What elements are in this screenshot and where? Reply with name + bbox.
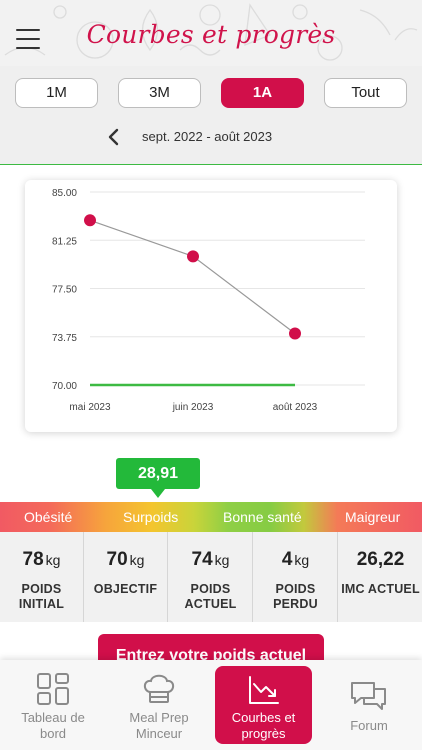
stat-value: 78 bbox=[22, 549, 44, 570]
data-point bbox=[187, 250, 199, 263]
weight-chart: 85.00 81.25 77.50 73.75 70.00 mai 2023 juin 20… bbox=[52, 188, 365, 413]
y-tick-label: 70.00 bbox=[52, 381, 77, 392]
range-tab-3m[interactable]: 3M bbox=[118, 78, 201, 108]
range-tab-1a[interactable]: 1A bbox=[221, 78, 304, 108]
bmi-label-obesite: Obésité bbox=[24, 509, 73, 525]
x-tick-label: juin 2023 bbox=[172, 402, 214, 413]
series-line bbox=[89, 219, 296, 335]
stat-value: 74 bbox=[191, 549, 213, 570]
food-doodle-background bbox=[4, 3, 418, 61]
period-navigator: sept. 2022 - août 2023 bbox=[0, 126, 422, 148]
stat-label: POIDS PERDU bbox=[273, 582, 318, 611]
data-point bbox=[84, 214, 96, 227]
range-selector: 1M 3M 1A Tout bbox=[0, 78, 422, 108]
stat-unit: kg bbox=[129, 552, 145, 568]
stat-label: POIDS ACTUEL bbox=[184, 582, 237, 611]
stat-unit: kg bbox=[45, 552, 61, 568]
bmi-scale: Obésité Surpoids Bonne santé Maigreur bbox=[0, 502, 422, 532]
weight-stats: 78 kg POIDS INITIAL 70 kg OBJECTIF 74 kg PO… bbox=[0, 532, 422, 622]
bottom-nav: Tableau de bord Meal Prep Minceur Courbe… bbox=[0, 660, 422, 750]
imc-badge-pointer bbox=[151, 489, 165, 498]
x-tick-label: mai 2023 bbox=[69, 402, 111, 413]
stat-poids-initial: 78 kg POIDS INITIAL bbox=[0, 532, 84, 622]
grid-icon bbox=[37, 673, 69, 705]
stat-poids-actuel: 74 kg POIDS ACTUEL bbox=[169, 532, 253, 622]
stat-unit: kg bbox=[294, 552, 310, 568]
chevron-left-icon[interactable] bbox=[106, 128, 122, 146]
nav-meal-prep[interactable]: Meal Prep Minceur bbox=[112, 660, 206, 750]
range-tab-tout[interactable]: Tout bbox=[324, 78, 407, 108]
stat-label: POIDS INITIAL bbox=[18, 582, 65, 611]
x-tick-label: août 2023 bbox=[273, 402, 318, 413]
chat-icon bbox=[351, 682, 386, 710]
period-label: sept. 2022 - août 2023 bbox=[142, 129, 273, 144]
bmi-label-surpoids: Surpoids bbox=[123, 509, 179, 525]
nav-label: Meal Prep Minceur bbox=[129, 710, 189, 741]
stat-value: 4 bbox=[281, 549, 293, 570]
data-point bbox=[289, 327, 301, 340]
nav-label: Forum bbox=[350, 718, 388, 733]
nav-label: Tableau de bord bbox=[21, 710, 85, 741]
imc-badge: 28,91 bbox=[116, 458, 200, 489]
y-tick-label: 81.25 bbox=[52, 236, 77, 247]
y-tick-label: 77.50 bbox=[52, 285, 77, 296]
y-tick-label: 85.00 bbox=[52, 188, 77, 199]
stat-value: 26,22 bbox=[356, 549, 405, 570]
y-tick-label: 73.75 bbox=[52, 333, 77, 344]
divider bbox=[0, 164, 422, 165]
stat-poids-perdu: 4 kg POIDS PERDU bbox=[254, 532, 338, 622]
stat-objectif: 70 kg OBJECTIF bbox=[84, 532, 168, 622]
bmi-label-maigreur: Maigreur bbox=[345, 509, 401, 525]
nav-label: Courbes et progrès bbox=[231, 710, 296, 741]
nav-courbes-progres[interactable]: Courbes et progrès bbox=[215, 666, 312, 744]
bmi-label-bonne-sante: Bonne santé bbox=[223, 509, 302, 525]
app-header: Courbes et progrès bbox=[0, 0, 422, 66]
stat-imc-actuel: 26,22 IMC ACTUEL bbox=[339, 532, 422, 622]
weight-chart-card: 85.00 81.25 77.50 73.75 70.00 mai 2023 juin 20… bbox=[25, 180, 397, 432]
chef-hat-icon bbox=[143, 674, 175, 703]
stat-label: OBJECTIF bbox=[93, 582, 158, 596]
stat-unit: kg bbox=[214, 552, 230, 568]
chart-down-icon bbox=[248, 676, 279, 704]
stat-value: 70 bbox=[106, 549, 128, 570]
nav-tableau-de-bord[interactable]: Tableau de bord bbox=[8, 660, 98, 750]
nav-forum[interactable]: Forum bbox=[325, 660, 413, 750]
menu-icon[interactable] bbox=[16, 29, 40, 49]
stat-label: IMC ACTUEL bbox=[341, 582, 420, 596]
range-tab-1m[interactable]: 1M bbox=[15, 78, 98, 108]
page-title: Courbes et progrès bbox=[86, 20, 336, 49]
